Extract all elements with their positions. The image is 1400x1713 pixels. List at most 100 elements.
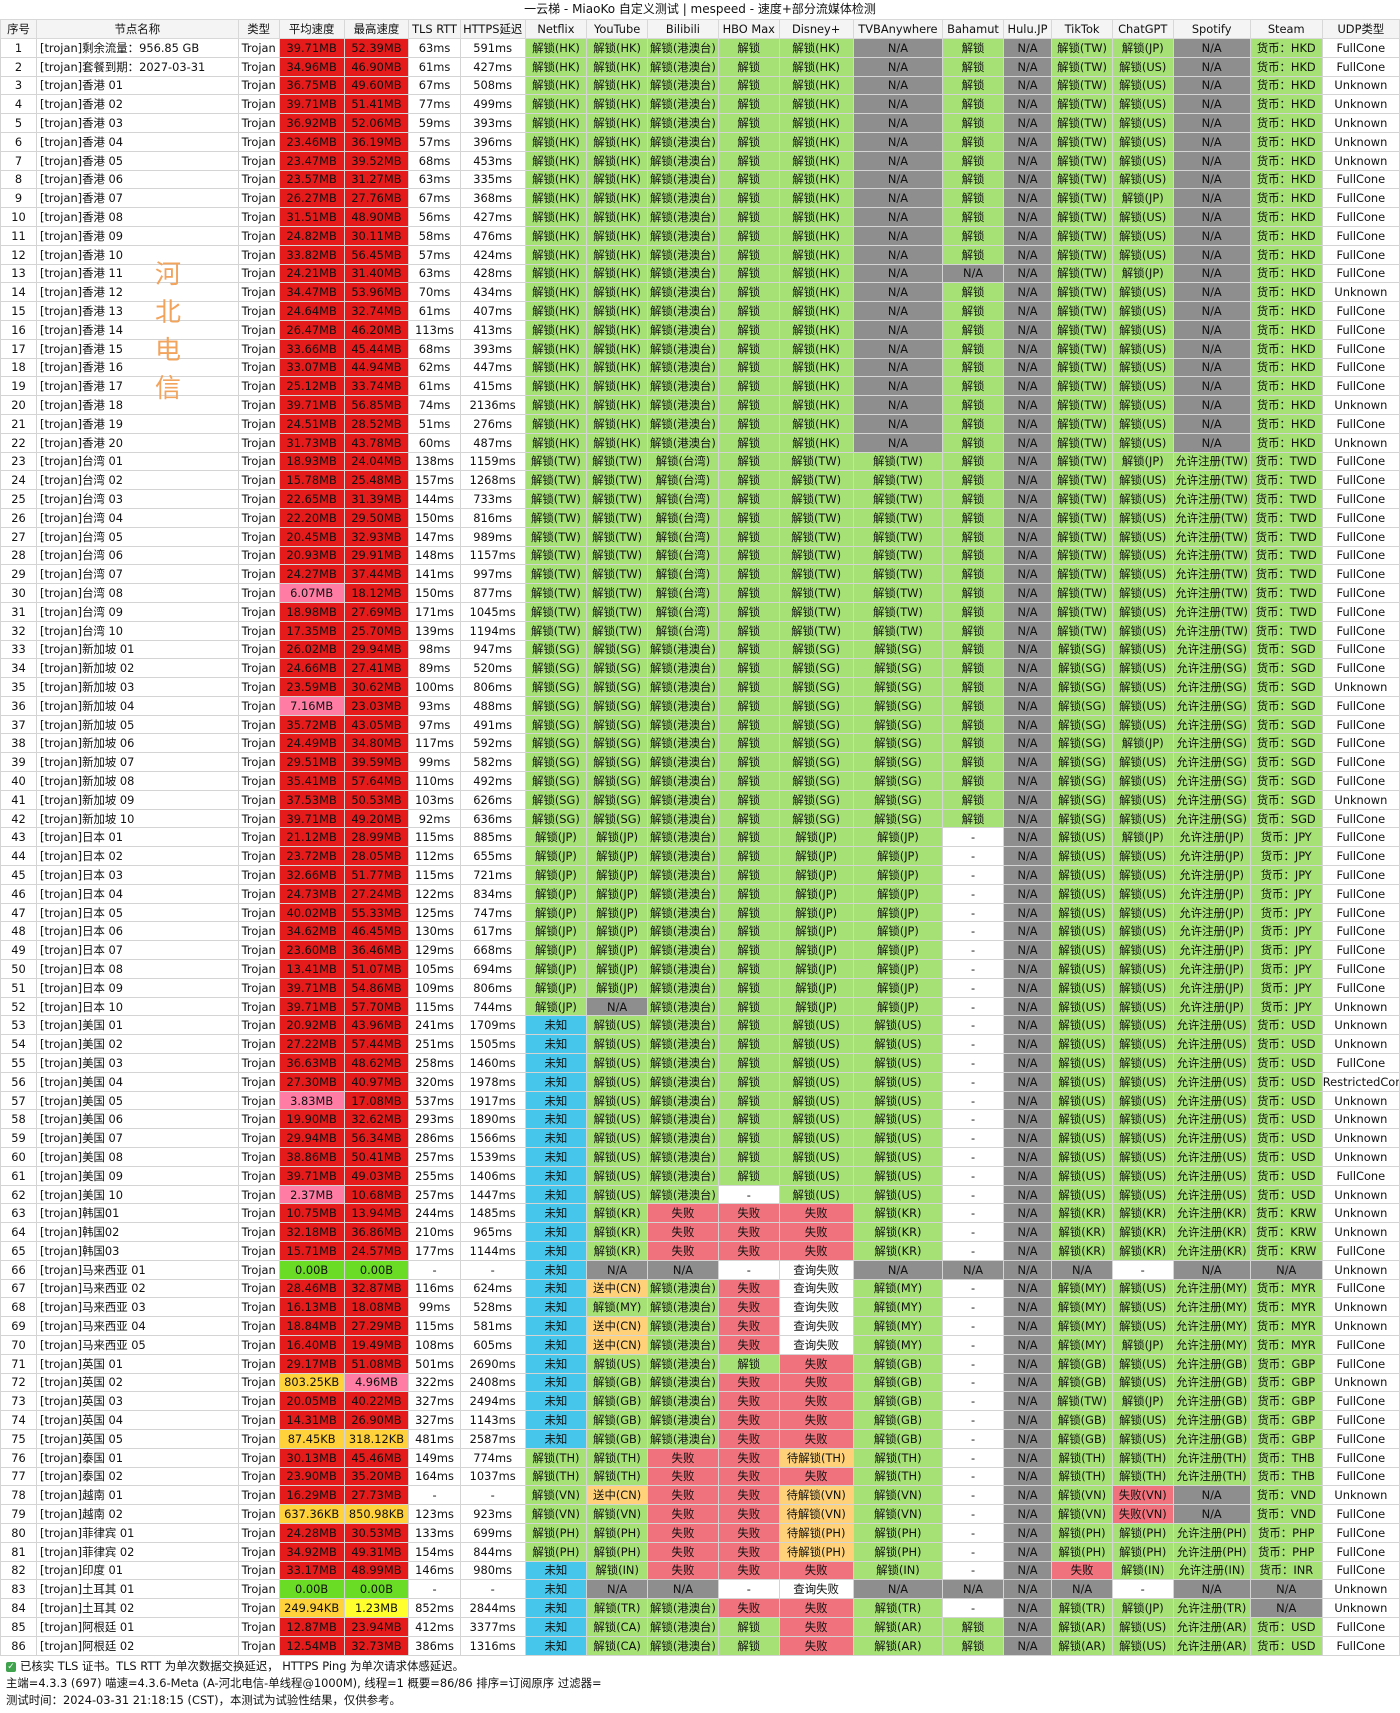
table-row[interactable]: 73 [trojan]英国 03 Trojan 20.05MB 40.22MB 327ms…	[0, 1391, 1400, 1412]
table-row[interactable]: 33 [trojan]新加坡 01 Trojan 26.02MB 29.94MB 98ms…	[0, 639, 1400, 660]
table-row[interactable]: 83 [trojan]土耳其 01 Trojan 0.00B 0.00B - - 未知 N/A N…	[0, 1579, 1400, 1600]
table-row[interactable]: 80 [trojan]菲律宾 01 Trojan 24.28MB 30.53MB 133m…	[0, 1522, 1400, 1543]
table-row[interactable]: 79 [trojan]越南 02 Trojan 637.36KB 850.98KB 123…	[0, 1504, 1400, 1524]
table-row[interactable]: 9 [trojan]香港 07 Trojan 26.27MB 27.76MB 67ms 36…	[0, 188, 1400, 209]
table-row[interactable]: 21 [trojan]香港 19 Trojan 24.51MB 28.52MB 51ms 2…	[0, 413, 1400, 434]
table-row[interactable]: 4 [trojan]香港 02 Trojan 39.71MB 51.41MB 77ms 49…	[0, 94, 1400, 115]
table-row[interactable]: 11 [trojan]香港 09 Trojan 24.82MB 30.11MB 58ms 4…	[0, 225, 1400, 246]
table-row[interactable]: 20 [trojan]香港 18 Trojan 39.71MB 56.85MB 74ms 2…	[0, 395, 1400, 415]
table-row[interactable]: 65 [trojan]韩国03 Trojan 15.71MB 24.57MB 177ms 1…	[0, 1241, 1400, 1261]
column-header-steam[interactable]: Steam	[1249, 19, 1323, 39]
table-row[interactable]: 18 [trojan]香港 16 Trojan 33.07MB 44.94MB 62ms 4…	[0, 357, 1400, 378]
table-row[interactable]: 63 [trojan]韩国01 Trojan 10.75MB 13.94MB 244ms 1…	[0, 1203, 1400, 1224]
table-row[interactable]: 3 [trojan]香港 01 Trojan 36.75MB 49.60MB 67ms 50…	[0, 75, 1400, 96]
table-row[interactable]: 41 [trojan]新加坡 09 Trojan 37.53MB 50.53MB 103m…	[0, 789, 1400, 810]
table-row[interactable]: 32 [trojan]台湾 10 Trojan 17.35MB 25.70MB 139ms…	[0, 620, 1400, 641]
table-row[interactable]: 7 [trojan]香港 05 Trojan 23.47MB 39.52MB 68ms 45…	[0, 150, 1400, 171]
table-row[interactable]: 57 [trojan]美国 05 Trojan 3.83MB 17.08MB 537ms 1…	[0, 1090, 1400, 1111]
table-row[interactable]: 44 [trojan]日本 02 Trojan 23.72MB 28.05MB 112ms…	[0, 846, 1400, 867]
table-row[interactable]: 66 [trojan]马来西亚 01 Trojan 0.00B 0.00B - - 未知 N/A…	[0, 1259, 1400, 1280]
column-header-udp[interactable]: UDP类型	[1321, 19, 1400, 39]
table-row[interactable]: 85 [trojan]阿根廷 01 Trojan 12.87MB 23.94MB 412m…	[0, 1616, 1400, 1637]
table-row[interactable]: 70 [trojan]马来西亚 05 Trojan 16.40MB 19.49MB 108…	[0, 1334, 1400, 1355]
table-row[interactable]: 61 [trojan]美国 09 Trojan 39.71MB 49.03MB 255ms…	[0, 1165, 1400, 1186]
table-row[interactable]: 22 [trojan]香港 20 Trojan 31.73MB 43.78MB 60ms 4…	[0, 432, 1400, 453]
table-row[interactable]: 64 [trojan]韩国02 Trojan 32.18MB 36.86MB 210ms 9…	[0, 1222, 1400, 1242]
column-header-tvb[interactable]: TVBAnywhere	[852, 19, 944, 39]
table-row[interactable]: 46 [trojan]日本 04 Trojan 24.73MB 27.24MB 122ms…	[0, 883, 1400, 904]
table-row[interactable]: 55 [trojan]美国 03 Trojan 36.63MB 48.62MB 258ms…	[0, 1053, 1400, 1073]
column-header-hulu[interactable]: Hulu.JP	[1002, 19, 1053, 39]
table-row[interactable]: 42 [trojan]新加坡 10 Trojan 39.71MB 49.20MB 92ms…	[0, 808, 1400, 829]
table-row[interactable]: 78 [trojan]越南 01 Trojan 16.29MB 27.73MB - - 解锁(…	[0, 1485, 1400, 1506]
table-row[interactable]: 45 [trojan]日本 03 Trojan 32.66MB 51.77MB 115ms…	[0, 865, 1400, 885]
table-row[interactable]: 35 [trojan]新加坡 03 Trojan 23.59MB 30.62MB 100m…	[0, 677, 1400, 697]
table-row[interactable]: 17 [trojan]香港 15 Trojan 33.66MB 45.44MB 68ms 3…	[0, 338, 1400, 359]
table-row[interactable]: 31 [trojan]台湾 09 Trojan 18.98MB 27.69MB 171ms…	[0, 601, 1400, 622]
column-header-tiktok[interactable]: TikTok	[1051, 19, 1113, 39]
table-row[interactable]: 60 [trojan]美国 08 Trojan 38.86MB 50.41MB 257ms…	[0, 1147, 1400, 1167]
column-header-hbo[interactable]: HBO Max	[717, 19, 780, 39]
table-row[interactable]: 10 [trojan]香港 08 Trojan 31.51MB 48.90MB 56ms 4…	[0, 207, 1400, 227]
column-header-bahamut[interactable]: Bahamut	[942, 19, 1004, 39]
table-row[interactable]: 19 [trojan]香港 17 Trojan 25.12MB 33.74MB 61ms 4…	[0, 376, 1400, 397]
column-header-chatgpt[interactable]: ChatGPT	[1111, 19, 1174, 39]
table-row[interactable]: 67 [trojan]马来西亚 02 Trojan 28.46MB 32.87MB 116…	[0, 1278, 1400, 1299]
column-header-seq[interactable]: 序号	[0, 19, 37, 39]
table-row[interactable]: 62 [trojan]美国 10 Trojan 2.37MB 10.68MB 257ms 1…	[0, 1184, 1400, 1205]
table-row[interactable]: 77 [trojan]泰国 02 Trojan 23.90MB 35.20MB 164ms…	[0, 1466, 1400, 1487]
table-row[interactable]: 56 [trojan]美国 04 Trojan 27.30MB 40.97MB 320ms…	[0, 1071, 1400, 1092]
table-row[interactable]: 1 [trojan]剩余流量：956.85 GB Trojan 39.71MB 52.3…	[0, 38, 1400, 58]
table-row[interactable]: 27 [trojan]台湾 05 Trojan 20.45MB 32.93MB 147ms…	[0, 526, 1400, 547]
table-row[interactable]: 24 [trojan]台湾 02 Trojan 15.78MB 25.48MB 157ms…	[0, 470, 1400, 491]
table-row[interactable]: 30 [trojan]台湾 08 Trojan 6.07MB 18.12MB 150ms 8…	[0, 583, 1400, 603]
table-row[interactable]: 26 [trojan]台湾 04 Trojan 22.20MB 29.50MB 150ms…	[0, 507, 1400, 528]
column-header-max_speed[interactable]: 最高速度	[343, 19, 410, 39]
column-header-netflix[interactable]: Netflix	[524, 19, 588, 39]
table-row[interactable]: 28 [trojan]台湾 06 Trojan 20.93MB 29.91MB 148ms…	[0, 545, 1400, 566]
table-row[interactable]: 40 [trojan]新加坡 08 Trojan 35.41MB 57.64MB 110m…	[0, 771, 1400, 791]
table-row[interactable]: 6 [trojan]香港 04 Trojan 23.46MB 36.19MB 57ms 39…	[0, 131, 1400, 152]
table-row[interactable]: 52 [trojan]日本 10 Trojan 39.71MB 57.70MB 115ms…	[0, 996, 1400, 1017]
table-row[interactable]: 84 [trojan]土耳其 02 Trojan 249.94KB 1.23MB 852m…	[0, 1598, 1400, 1618]
table-row[interactable]: 37 [trojan]新加坡 05 Trojan 35.72MB 43.05MB 97ms…	[0, 714, 1400, 735]
table-row[interactable]: 82 [trojan]印度 01 Trojan 33.17MB 48.99MB 146ms…	[0, 1560, 1400, 1581]
table-row[interactable]: 15 [trojan]香港 13 Trojan 24.64MB 32.74MB 61ms 4…	[0, 301, 1400, 321]
table-row[interactable]: 48 [trojan]日本 06 Trojan 34.62MB 46.45MB 130ms…	[0, 921, 1400, 942]
column-header-type[interactable]: 类型	[237, 19, 280, 39]
table-row[interactable]: 36 [trojan]新加坡 04 Trojan 7.16MB 23.03MB 93ms 4…	[0, 695, 1400, 716]
table-row[interactable]: 68 [trojan]马来西亚 03 Trojan 16.13MB 18.08MB 99m…	[0, 1297, 1400, 1318]
table-row[interactable]: 51 [trojan]日本 09 Trojan 39.71MB 54.86MB 109ms…	[0, 977, 1400, 998]
table-row[interactable]: 25 [trojan]台湾 03 Trojan 22.65MB 31.39MB 144ms…	[0, 489, 1400, 509]
table-row[interactable]: 58 [trojan]美国 06 Trojan 19.90MB 32.62MB 293ms…	[0, 1109, 1400, 1130]
table-row[interactable]: 34 [trojan]新加坡 02 Trojan 24.66MB 27.41MB 89ms…	[0, 658, 1400, 679]
table-row[interactable]: 76 [trojan]泰国 01 Trojan 30.13MB 45.46MB 149ms…	[0, 1447, 1400, 1468]
table-row[interactable]: 5 [trojan]香港 03 Trojan 36.92MB 52.06MB 59ms 39…	[0, 113, 1400, 133]
table-row[interactable]: 54 [trojan]美国 02 Trojan 27.22MB 57.44MB 251ms…	[0, 1034, 1400, 1055]
column-header-disney[interactable]: Disney+	[778, 19, 854, 39]
table-row[interactable]: 71 [trojan]英国 01 Trojan 29.17MB 51.08MB 501ms…	[0, 1353, 1400, 1374]
column-header-youtube[interactable]: YouTube	[586, 19, 648, 39]
table-row[interactable]: 38 [trojan]新加坡 06 Trojan 24.49MB 34.80MB 117m…	[0, 733, 1400, 754]
column-header-spotify[interactable]: Spotify	[1172, 19, 1251, 39]
table-row[interactable]: 75 [trojan]英国 05 Trojan 87.45KB 318.12KB 481m…	[0, 1428, 1400, 1449]
table-row[interactable]: 53 [trojan]美国 01 Trojan 20.92MB 43.96MB 241ms…	[0, 1015, 1400, 1036]
table-row[interactable]: 13 [trojan]香港 11 Trojan 24.21MB 31.40MB 63ms 4…	[0, 263, 1400, 284]
table-row[interactable]: 23 [trojan]台湾 01 Trojan 18.93MB 24.04MB 138ms…	[0, 451, 1400, 472]
table-row[interactable]: 47 [trojan]日本 05 Trojan 40.02MB 55.33MB 125ms…	[0, 902, 1400, 923]
table-row[interactable]: 8 [trojan]香港 06 Trojan 23.57MB 31.27MB 63ms 33…	[0, 169, 1400, 190]
table-row[interactable]: 12 [trojan]香港 10 Trojan 33.82MB 56.45MB 57ms 4…	[0, 244, 1400, 265]
column-header-https_delay[interactable]: HTTPS延迟	[459, 19, 526, 39]
table-row[interactable]: 72 [trojan]英国 02 Trojan 803.25KB 4.96MB 322ms…	[0, 1372, 1400, 1393]
table-row[interactable]: 86 [trojan]阿根廷 02 Trojan 12.54MB 32.73MB 386m…	[0, 1635, 1400, 1656]
table-row[interactable]: 16 [trojan]香港 14 Trojan 26.47MB 46.20MB 113ms…	[0, 319, 1400, 340]
column-header-bilibili[interactable]: Bilibili	[646, 19, 719, 39]
table-row[interactable]: 39 [trojan]新加坡 07 Trojan 29.51MB 39.59MB 99ms…	[0, 752, 1400, 773]
table-row[interactable]: 2 [trojan]套餐到期：2027-03-31 Trojan 34.96MB 46.…	[0, 56, 1400, 77]
column-header-tls_rtt[interactable]: TLS RTT	[408, 19, 461, 39]
table-row[interactable]: 50 [trojan]日本 08 Trojan 13.41MB 51.07MB 105ms…	[0, 959, 1400, 979]
table-row[interactable]: 69 [trojan]马来西亚 04 Trojan 18.84MB 27.29MB 115…	[0, 1316, 1400, 1336]
table-row[interactable]: 74 [trojan]英国 04 Trojan 14.31MB 26.90MB 327ms…	[0, 1410, 1400, 1430]
table-row[interactable]: 29 [trojan]台湾 07 Trojan 24.27MB 37.44MB 141ms…	[0, 564, 1400, 585]
table-row[interactable]: 59 [trojan]美国 07 Trojan 29.94MB 56.34MB 286ms…	[0, 1128, 1400, 1149]
